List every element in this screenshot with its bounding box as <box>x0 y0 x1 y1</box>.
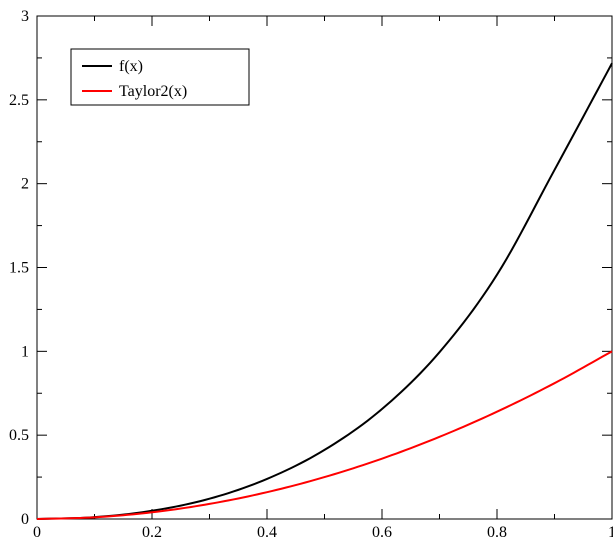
y-tick-label: 3 <box>21 8 29 25</box>
y-tick-label: 2.5 <box>9 92 29 109</box>
y-tick-label: 1.5 <box>9 260 29 277</box>
x-tick-label: 1 <box>608 524 613 540</box>
y-tick-label: 0 <box>21 511 29 528</box>
legend: f(x) Taylor2(x) <box>70 48 250 106</box>
legend-box <box>70 48 250 106</box>
y-tick-label: 2 <box>21 176 29 193</box>
x-tick-label: 0.8 <box>487 524 507 540</box>
y-tick-label: 0.5 <box>9 427 29 444</box>
x-tick-label: 0.2 <box>142 524 162 540</box>
legend-label-0: f(x) <box>119 58 143 75</box>
x-tick-label: 0 <box>33 524 41 540</box>
series-line-1 <box>36 350 613 520</box>
x-tick-label: 0.6 <box>372 524 392 540</box>
x-axis-ticks: 0 0.2 0.4 0.6 0.8 1 <box>33 16 613 540</box>
y-tick-label: 1 <box>21 343 29 360</box>
y-axis-ticks: 0 0.5 1 1.5 2 2.5 3 <box>9 8 612 528</box>
x-tick-label: 0.4 <box>257 524 277 540</box>
series-line-0 <box>36 62 613 520</box>
legend-label-1: Taylor2(x) <box>119 83 187 100</box>
series-layer <box>36 62 613 520</box>
